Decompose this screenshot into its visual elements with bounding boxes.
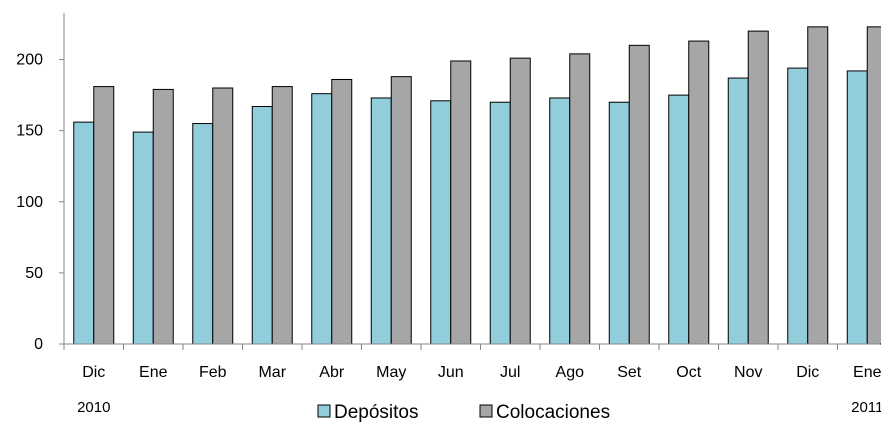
y-tick-label: 50	[25, 265, 43, 282]
bar-colocaciones	[450, 60, 472, 345]
x-tick-label: Set	[617, 364, 642, 381]
y-tick-label: 0	[34, 336, 43, 353]
x-tick-label: Oct	[676, 364, 701, 381]
bar-depositos	[311, 93, 333, 345]
year-label: 2011	[851, 399, 881, 416]
bar-colocaciones	[152, 88, 174, 345]
bar-depositos	[727, 77, 749, 345]
bar-depositos	[846, 70, 868, 345]
x-tick-label: Jul	[500, 364, 520, 381]
bar-colocaciones	[212, 87, 234, 345]
legend: Depósitos Colocaciones	[317, 402, 610, 423]
x-tick-label: Abr	[319, 364, 345, 381]
bar-depositos	[73, 121, 95, 345]
legend-label-colocaciones: Colocaciones	[496, 402, 610, 423]
x-tick-label: Dic	[796, 364, 819, 381]
y-axis: 0 50 100 150 200	[16, 13, 65, 353]
x-tick-label: Nov	[734, 364, 762, 381]
x-tick-label: Mar	[258, 364, 286, 381]
bar-depositos	[430, 100, 452, 345]
bar-colocaciones	[866, 26, 881, 345]
bar-colocaciones	[271, 86, 293, 345]
bar-colocaciones	[93, 86, 115, 345]
bar-colocaciones	[509, 57, 531, 345]
bar-depositos	[608, 101, 630, 345]
bar-depositos	[787, 67, 809, 345]
bar-depositos	[132, 131, 154, 345]
bar-colocaciones	[331, 78, 353, 345]
bar-colocaciones	[569, 53, 591, 345]
y-tick-label: 150	[16, 123, 43, 140]
x-tick-label: Feb	[199, 364, 227, 381]
y-tick-label: 200	[16, 52, 43, 69]
y-tick-label: 100	[16, 194, 43, 211]
bars	[73, 26, 881, 345]
legend-swatch-depositos	[317, 404, 331, 418]
bar-depositos	[370, 97, 392, 345]
bar-colocaciones	[688, 40, 710, 345]
bar-depositos	[668, 94, 690, 345]
bar-colocaciones	[807, 26, 829, 345]
x-tick-label: Ago	[556, 364, 585, 381]
bar-depositos	[192, 123, 214, 345]
year-label: 2010	[77, 399, 110, 416]
x-axis: Dic Ene Feb Mar Abr May Jun Jul Ago Set Oct Nov Dic E…	[63, 343, 881, 416]
x-tick-label: Ene	[139, 364, 168, 381]
legend-label-depositos: Depósitos	[334, 402, 419, 423]
legend-swatch-colocaciones	[479, 404, 493, 418]
bar-depositos	[251, 105, 273, 345]
x-tick-label: Ene	[853, 364, 881, 381]
bar-colocaciones	[390, 76, 412, 345]
bar-depositos	[489, 101, 511, 345]
bar-depositos	[549, 97, 571, 345]
x-tick-label: Dic	[82, 364, 105, 381]
x-tick-label: May	[376, 364, 406, 381]
bar-colocaciones	[747, 30, 769, 345]
bar-colocaciones	[628, 44, 650, 345]
x-tick-label: Jun	[438, 364, 464, 381]
